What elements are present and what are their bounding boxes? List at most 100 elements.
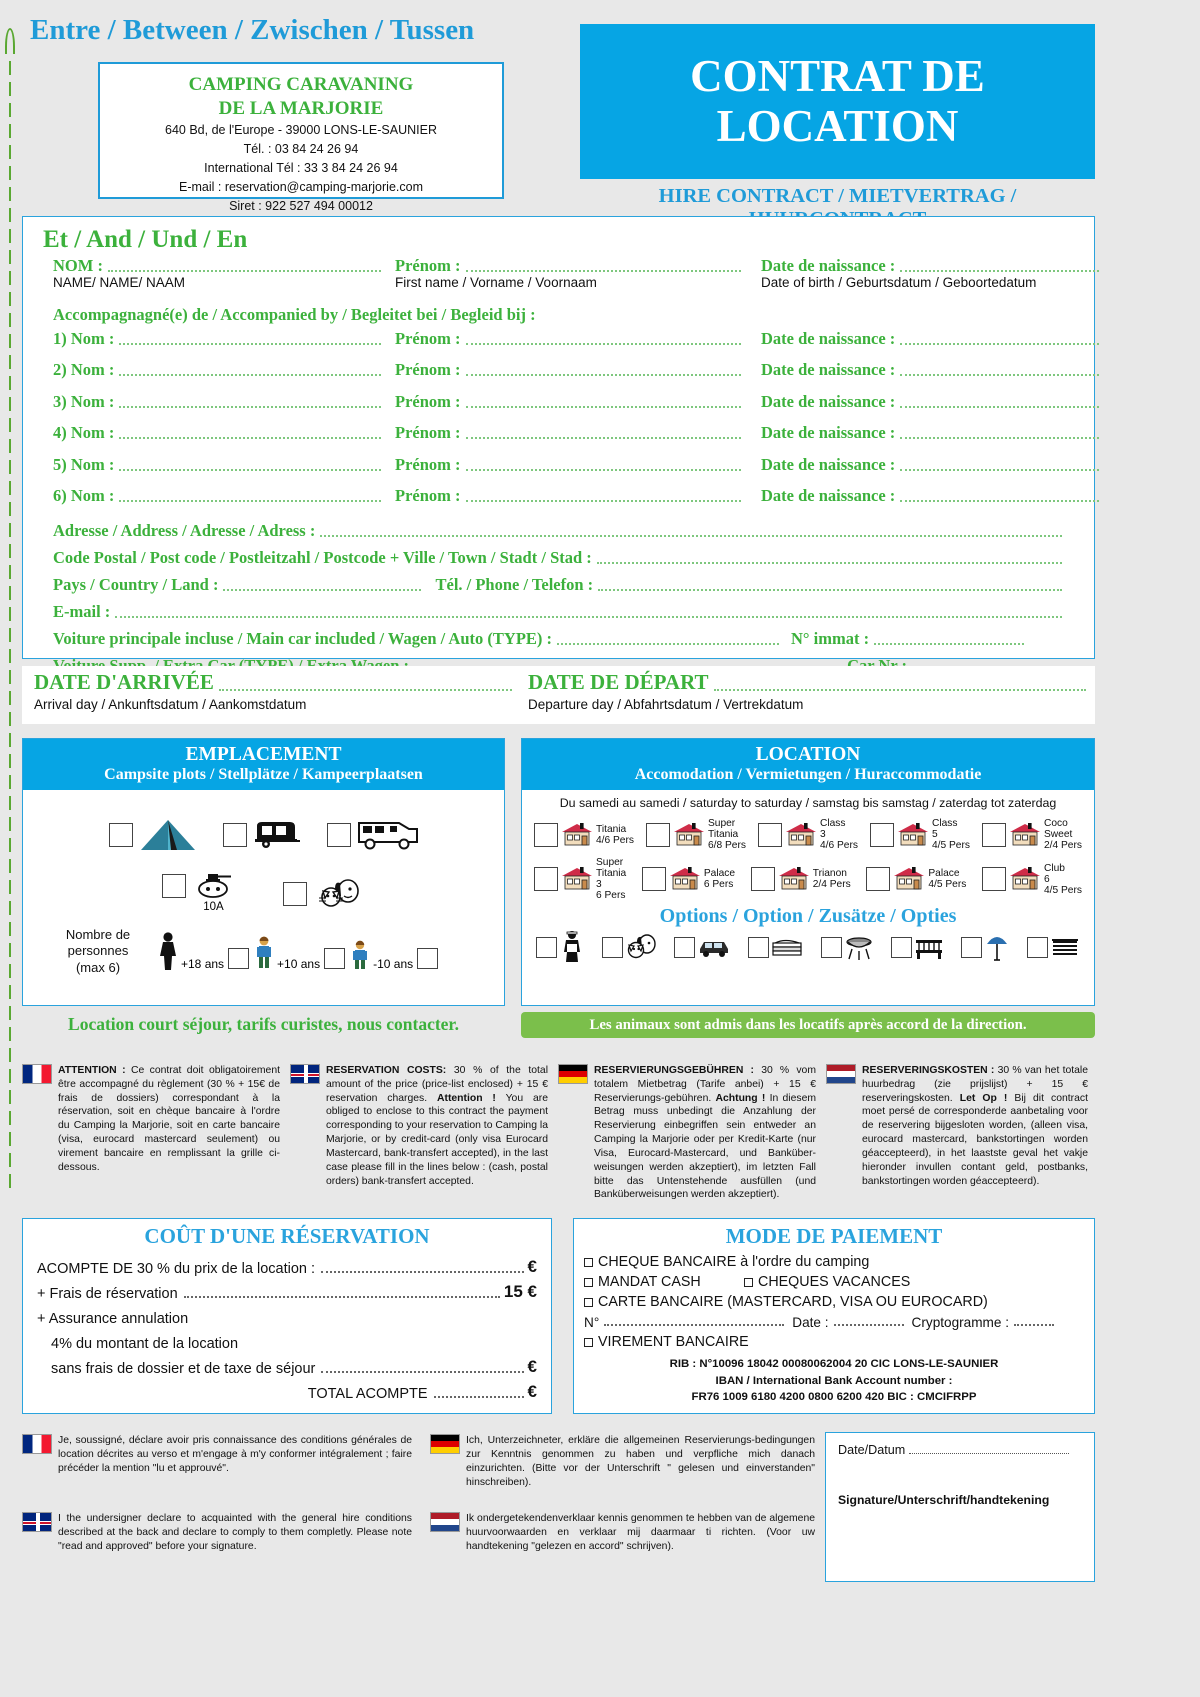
checkbox-electricity[interactable] [161, 874, 186, 898]
input-adult-count[interactable] [228, 948, 250, 970]
persons-small-child-group[interactable]: -10 ans [349, 939, 439, 971]
input-companion-birth[interactable] [900, 374, 1099, 377]
checkbox-cheque[interactable] [584, 1257, 593, 1267]
location-option-item[interactable] [890, 930, 944, 964]
payment-option-mandat[interactable]: MANDAT CASH [574, 1272, 744, 1292]
input-companion-nom[interactable] [119, 499, 381, 502]
location-type-option[interactable]: Coco Sweet 2/4 Pers [982, 818, 1082, 851]
location-type-option[interactable]: Super Titania 3 6 Pers [534, 857, 626, 901]
checkbox-option[interactable] [602, 936, 624, 958]
input-companion-birth[interactable] [900, 405, 1099, 408]
payment-option-cheque[interactable]: CHEQUE BANCAIRE à l'ordre du camping [574, 1252, 1094, 1272]
checkbox-cheques-vacances[interactable] [744, 1277, 753, 1287]
input-telephone[interactable] [598, 589, 1062, 592]
checkbox-location-type[interactable] [982, 867, 1007, 892]
input-companion-prenom[interactable] [465, 499, 741, 502]
signature-box[interactable]: Date/Datum Signature/Unterschrift/handte… [825, 1432, 1095, 1582]
location-type-option[interactable]: Class 5 4/5 Pers [870, 818, 970, 851]
checkbox-tent[interactable] [108, 823, 133, 847]
input-companion-prenom[interactable] [465, 343, 741, 345]
input-companion-prenom[interactable] [465, 468, 741, 471]
location-option-item[interactable] [820, 930, 874, 964]
location-option-item[interactable] [960, 930, 1010, 964]
input-date-naissance[interactable] [900, 270, 1099, 272]
input-card-crypto[interactable] [1014, 1324, 1054, 1326]
input-main-car[interactable] [557, 643, 780, 646]
checkbox-option[interactable] [820, 936, 842, 958]
input-companion-birth[interactable] [900, 343, 1099, 345]
cost-row-input[interactable] [321, 1371, 524, 1373]
input-companion-nom[interactable] [119, 437, 381, 440]
persons-child-group[interactable]: +10 ans [253, 935, 346, 971]
location-type-option[interactable]: Super Titania 6/8 Pers [646, 818, 746, 851]
input-prenom[interactable] [465, 270, 741, 272]
input-companion-birth[interactable] [900, 499, 1099, 502]
input-companion-prenom[interactable] [465, 405, 741, 408]
location-type-option[interactable]: Palace 4/5 Pers [866, 857, 966, 901]
emplacement-option-pets[interactable] [282, 874, 366, 913]
checkbox-option[interactable] [748, 936, 770, 958]
input-departure-date[interactable] [713, 689, 1086, 691]
input-card-date[interactable] [833, 1324, 904, 1326]
location-option-item[interactable] [674, 930, 731, 964]
input-plate[interactable] [874, 643, 1025, 646]
checkbox-option[interactable] [1026, 936, 1048, 958]
location-type-option[interactable]: Club 6 4/5 Pers [982, 857, 1082, 901]
checkbox-location-type[interactable] [646, 822, 670, 847]
cost-row-input[interactable] [433, 1396, 524, 1398]
input-adresse[interactable] [320, 535, 1062, 538]
emplacement-option-caravan[interactable] [222, 818, 301, 852]
input-arrival-date[interactable] [218, 689, 512, 691]
input-nom[interactable] [107, 270, 381, 272]
payment-option-carte[interactable]: CARTE BANCAIRE (MASTERCARD, VISA OU EURO… [574, 1292, 1094, 1312]
checkbox-carte-bancaire[interactable] [584, 1297, 593, 1307]
checkbox-option[interactable] [960, 936, 982, 958]
checkbox-option[interactable] [890, 936, 912, 958]
input-companion-nom[interactable] [119, 468, 381, 471]
input-companion-prenom[interactable] [465, 437, 741, 440]
location-type-option[interactable]: Titania 4/6 Pers [534, 818, 634, 851]
input-code-postal-ville[interactable] [596, 562, 1062, 565]
checkbox-option[interactable] [674, 936, 696, 958]
input-child-count[interactable] [324, 948, 346, 970]
signature-area[interactable] [838, 1507, 1082, 1549]
checkbox-virement[interactable] [584, 1337, 593, 1347]
location-type-option[interactable]: Trianon 2/4 Pers [750, 857, 851, 901]
cost-row-input[interactable] [321, 1271, 524, 1273]
checkbox-location-type[interactable] [750, 867, 775, 892]
input-companion-birth[interactable] [900, 437, 1099, 440]
location-type-option[interactable]: Palace 6 Pers [641, 857, 735, 901]
input-companion-nom[interactable] [119, 374, 381, 377]
input-companion-prenom[interactable] [465, 374, 741, 377]
persons-adult-group[interactable]: +18 ans [157, 931, 250, 971]
input-card-number[interactable] [604, 1324, 785, 1326]
input-small-child-count[interactable] [417, 948, 439, 970]
emplacement-option-electricity[interactable]: 10A [161, 874, 235, 913]
emplacement-option-tent[interactable] [108, 818, 197, 852]
cost-row-input[interactable] [183, 1296, 500, 1298]
checkbox-motorhome[interactable] [326, 823, 351, 847]
input-companion-birth[interactable] [900, 468, 1099, 471]
emplacement-option-motorhome[interactable] [326, 818, 419, 852]
payment-option-virement[interactable]: VIREMENT BANCAIRE [574, 1330, 1094, 1352]
checkbox-caravan[interactable] [222, 823, 247, 847]
checkbox-location-type[interactable] [641, 867, 666, 892]
location-option-item[interactable] [536, 930, 585, 964]
payment-option-cheques-vacances[interactable]: CHEQUES VACANCES [744, 1272, 910, 1292]
location-option-item[interactable] [748, 930, 803, 964]
location-option-item[interactable] [602, 930, 657, 964]
input-companion-nom[interactable] [119, 343, 381, 345]
checkbox-mandat[interactable] [584, 1277, 593, 1287]
checkbox-location-type[interactable] [758, 822, 782, 847]
input-email[interactable] [115, 616, 1062, 619]
checkbox-location-type[interactable] [534, 867, 558, 892]
checkbox-location-type[interactable] [982, 822, 1006, 847]
input-signature-date[interactable] [908, 1453, 1069, 1454]
checkbox-pets[interactable] [282, 881, 307, 906]
location-type-option[interactable]: Class 3 4/6 Pers [758, 818, 858, 851]
checkbox-option[interactable] [536, 936, 557, 958]
location-option-item[interactable] [1026, 930, 1080, 964]
input-companion-nom[interactable] [119, 405, 381, 408]
checkbox-location-type[interactable] [534, 822, 558, 847]
checkbox-location-type[interactable] [870, 822, 894, 847]
